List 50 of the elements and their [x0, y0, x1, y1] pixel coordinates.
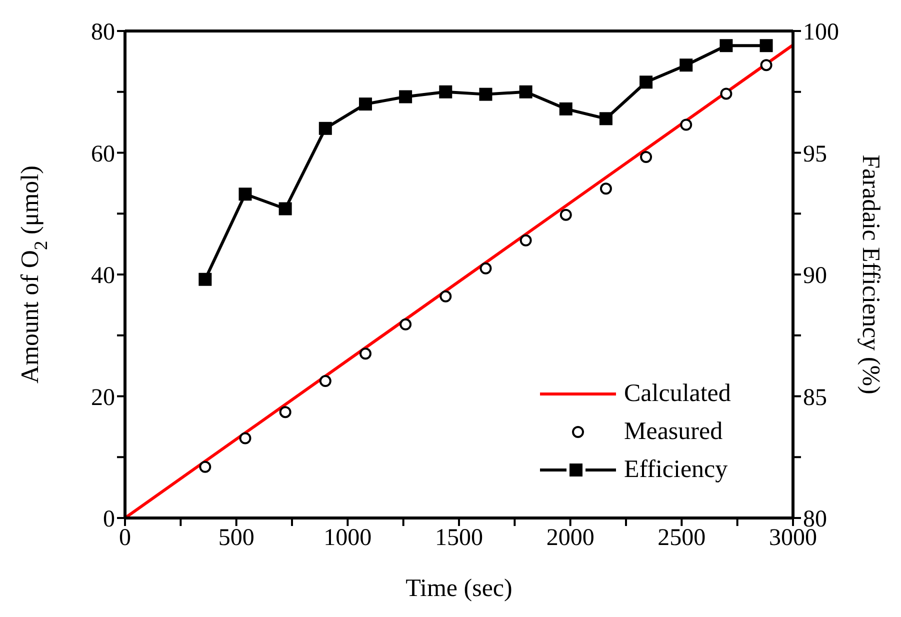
- point: [720, 39, 733, 52]
- point: [519, 85, 532, 98]
- point: [720, 88, 732, 100]
- point: [278, 202, 292, 216]
- x-axis-title: Time (sec): [406, 575, 512, 602]
- point: [479, 88, 492, 101]
- x-tick-label: 1500: [435, 525, 483, 552]
- point: [680, 58, 693, 72]
- point: [198, 272, 212, 286]
- point: [399, 90, 412, 104]
- point: [238, 188, 252, 201]
- point: [400, 318, 412, 330]
- point: [559, 102, 572, 116]
- y2-tick-label: 95: [803, 141, 827, 168]
- point: [599, 112, 612, 126]
- y-tick-label: 80: [91, 20, 115, 46]
- y2-tick-label: 100: [803, 20, 839, 46]
- point: [680, 118, 692, 131]
- y-tick-label: 60: [91, 141, 115, 168]
- point: [358, 98, 372, 111]
- x-tick-label: 500: [218, 525, 254, 552]
- point: [199, 460, 212, 473]
- point: [318, 122, 332, 135]
- point: [480, 262, 492, 274]
- point: [760, 39, 773, 52]
- x-tick-label: 0: [119, 525, 131, 552]
- y-tick-label: 40: [91, 263, 115, 290]
- point: [760, 59, 772, 72]
- y-tick-label: 20: [91, 384, 115, 411]
- point: [279, 406, 292, 418]
- legend-label: Efficiency: [624, 455, 728, 485]
- point: [560, 208, 572, 221]
- legend-label: Measured: [624, 417, 723, 447]
- legend-label: Calculated: [624, 379, 731, 409]
- point: [440, 290, 452, 302]
- point: [600, 182, 612, 195]
- point: [640, 151, 652, 164]
- y2-axis-title: Faradaic Efficiency (%): [857, 154, 884, 394]
- y2-tick-label: 85: [803, 384, 827, 411]
- point: [640, 76, 653, 89]
- point: [520, 234, 532, 246]
- point: [439, 85, 452, 98]
- x-tick-label: 2000: [546, 525, 594, 552]
- point: [239, 432, 252, 444]
- y2-tick-label: 90: [803, 263, 827, 290]
- y-tick-label: 0: [103, 506, 115, 533]
- point: [359, 348, 372, 360]
- x-tick-label: 1000: [324, 525, 372, 552]
- x-tick-label: 2500: [658, 525, 706, 552]
- point: [319, 375, 332, 388]
